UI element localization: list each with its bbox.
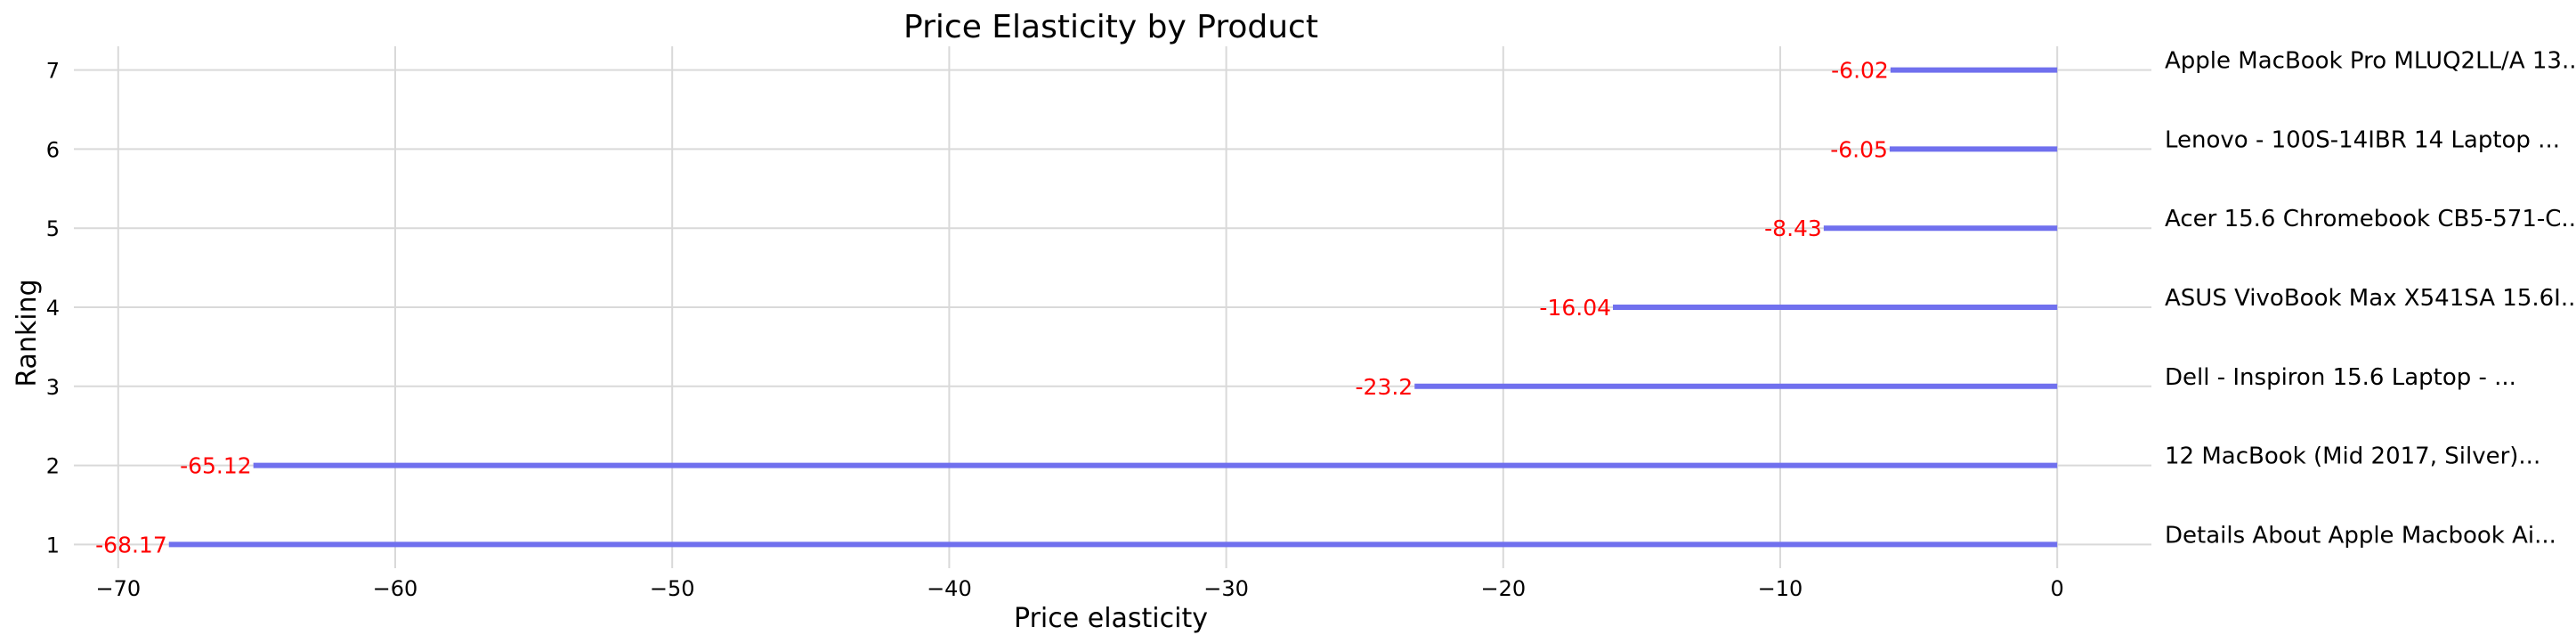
value-label: -65.12 [180,453,252,479]
ticks: −70 −60 −50 −40 −30 −20 −10 0 1 2 3 4 5 6 7 [46,59,2064,601]
value-label: -68.17 [95,532,167,558]
product-label: Dell - Inspiron 15.6 Laptop - ... [2165,364,2516,391]
x-tick-label: 0 [2051,576,2064,601]
product-label: 12 MacBook (Mid 2017, Silver)... [2165,444,2540,470]
x-tick-label: −60 [373,576,418,601]
x-tick-label: −10 [1758,576,1803,601]
y-tick-label: 2 [46,454,60,479]
product-label: Details About Apple Macbook Ai... [2165,522,2556,549]
product-label: Acer 15.6 Chromebook CB5-571-C... [2165,206,2576,232]
value-label: -8.43 [1764,216,1822,241]
value-label: -6.02 [1831,58,1889,84]
chart-title: Price Elasticity by Product [903,9,1318,45]
y-axis-label: Ranking [12,279,43,387]
value-label: -16.04 [1539,295,1611,321]
labels: -6.02 Apple MacBook Pro MLUQ2LL/A 13... -6… [95,48,2576,558]
y-tick-label: 5 [46,216,60,241]
y-tick-label: 3 [46,375,60,400]
y-tick-label: 1 [46,533,60,558]
value-label: -6.05 [1830,136,1888,162]
value-label: -23.2 [1356,374,1414,400]
product-label: Lenovo - 100S-14IBR 14 Laptop ... [2165,126,2560,153]
x-tick-label: −30 [1203,576,1249,601]
y-tick-label: 6 [46,137,60,162]
product-label: ASUS VivoBook Max X541SA 15.6I... [2165,285,2576,312]
y-tick-label: 4 [46,296,60,321]
x-tick-label: −40 [927,576,972,601]
x-tick-label: −20 [1480,576,1526,601]
y-tick-label: 7 [46,59,60,84]
x-tick-label: −50 [650,576,695,601]
x-axis-label: Price elasticity [1014,603,1208,634]
x-tick-label: −70 [95,576,141,601]
product-label: Apple MacBook Pro MLUQ2LL/A 13... [2165,48,2576,75]
bars [168,67,2058,548]
